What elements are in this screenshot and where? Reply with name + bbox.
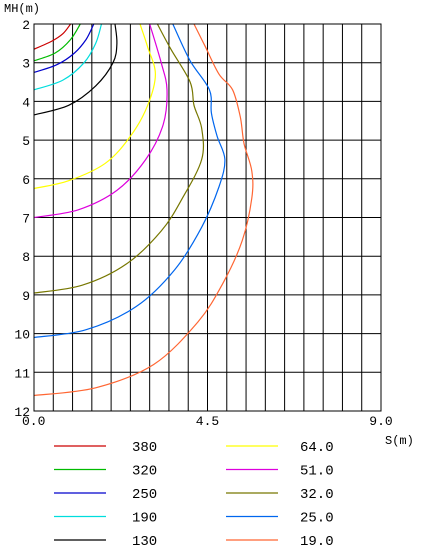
x-tick-label: 9.0 [369,414,392,429]
contour-line-130 [33,23,118,116]
chart-series-group [33,23,254,397]
y-axis-ticks: 2 3 4 5 6 7 8 9 10 11 12 [14,18,30,420]
legend-label: 64.0 [300,440,334,456]
legend-item: 32.0 [226,487,334,503]
legend-item: 190 [54,511,157,527]
legend-label: 51.0 [300,464,334,480]
contour-line-190 [33,23,103,91]
x-tick-label: 0.0 [22,414,45,429]
y-tick-label: 11 [14,366,30,381]
legend-label: 130 [132,534,157,550]
contour-line-380 [33,23,72,50]
legend-item: 25.0 [226,511,334,527]
legend-label: 190 [132,511,157,527]
legend-label: 250 [132,487,157,503]
y-tick-label: 3 [22,57,30,72]
legend-item: 130 [54,534,157,550]
y-tick-label: 6 [22,173,30,188]
y-tick-label: 9 [22,289,30,304]
contour-line-250 [33,23,95,73]
y-tick-label: 2 [22,18,30,33]
plot-frame [33,23,382,412]
legend-item: 250 [54,487,157,503]
x-tick-label: 4.5 [196,414,219,429]
y-tick-label: 5 [22,134,30,149]
legend-label: 380 [132,440,157,456]
legend-item: 51.0 [226,464,334,480]
chart-legend: 380 320 250 190 130 64.0 51.0 32.0 25.0 19.0 [54,440,334,550]
legend-label: 32.0 [300,487,334,503]
contour-line-32-0 [33,23,205,294]
contour-line-320 [33,23,81,62]
contour-line-25-0 [33,23,226,339]
legend-item: 320 [54,464,157,480]
legend-label: 320 [132,464,157,480]
contour-line-19-0 [33,23,254,397]
legend-label: 25.0 [300,511,334,527]
x-axis-label: S(m) [385,434,414,448]
y-tick-label: 4 [22,95,30,110]
contour-line-64-0 [33,23,157,190]
y-tick-label: 7 [22,212,30,227]
y-tick-label: 10 [14,328,30,343]
y-tick-label: 12 [14,405,30,420]
legend-item: 64.0 [226,440,334,456]
chart-grid [34,24,381,411]
legend-item: 19.0 [226,534,334,550]
x-axis-ticks: 0.0 4.5 9.0 [22,414,393,429]
contour-line-51-0 [33,23,168,219]
y-axis-label: MH(m) [4,2,40,16]
legend-item: 380 [54,440,157,456]
legend-label: 19.0 [300,534,334,550]
y-tick-label: 8 [22,250,30,265]
